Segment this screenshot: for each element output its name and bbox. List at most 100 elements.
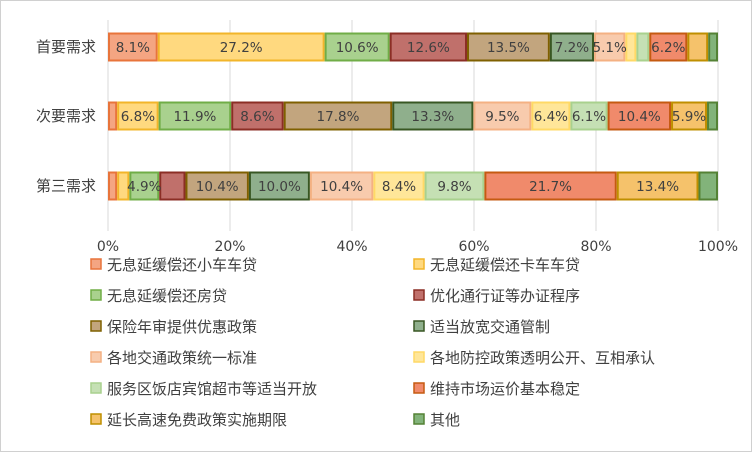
data-label: 8.1% [116,40,150,56]
legend-swatch [413,413,425,425]
x-tick-label: 100% [698,239,738,255]
legend-swatch [413,289,425,301]
legend-label: 适当放宽交通管制 [430,318,550,336]
data-label: 21.7% [529,179,572,195]
legend-label: 延长高速免费政策实施期限 [107,411,287,429]
data-label: 4.9% [127,179,161,195]
bar-segment [158,101,232,131]
bar-segment [185,171,249,201]
data-label: 10.4% [196,179,239,195]
legend-label: 无息延缓偿还房贷 [107,287,227,305]
bar-segment [392,101,474,131]
data-label: 11.9% [173,109,216,125]
legend-swatch [90,258,102,270]
data-label: 10.6% [336,40,379,56]
data-label: 9.5% [485,109,519,125]
bar-segment [159,171,186,201]
bar-segment [570,101,608,131]
legend-label: 各地交通政策统一标准 [107,349,257,367]
bar-segment [108,32,158,62]
bar-segment [616,171,699,201]
bar-segment [531,101,571,131]
bar-segment [594,32,626,62]
data-label: 13.4% [636,179,679,195]
x-tick-label: 0% [97,239,119,255]
data-label: 17.8% [317,109,360,125]
bar-segment [549,32,595,62]
bar-segment [671,101,708,131]
bar-segment [687,32,709,62]
bar-segment [467,32,550,62]
legend-swatch [413,382,425,394]
x-tick-label: 40% [336,239,367,255]
bar-segment [117,171,130,201]
legend-swatch [90,289,102,301]
x-tick-label: 60% [458,239,489,255]
legend-label: 无息延缓偿还小车车贷 [107,256,257,274]
data-label: 6.1% [572,109,606,125]
bar-segment [108,171,118,201]
data-label: 8.6% [240,109,274,125]
bar-segment [129,171,160,201]
bar-segment [484,171,617,201]
bar-segment [424,171,485,201]
legend-swatch [413,320,425,332]
bar-segment [625,32,637,62]
bar-segment [309,171,374,201]
legend-swatch [90,351,102,363]
legend-label: 维持市场运价基本稳定 [430,380,580,398]
legend-label: 无息延缓偿还卡车车贷 [430,256,580,274]
bar-segment [636,32,650,62]
data-label: 13.3% [411,109,454,125]
bar-segment [649,32,688,62]
legend-label: 各地防控政策透明公开、互相承认 [430,349,655,367]
data-label: 27.2% [220,40,263,56]
data-label: 10.0% [258,179,301,195]
bars [108,32,719,201]
bar-segment [324,32,390,62]
legend-swatch [413,258,425,270]
data-label: 6.4% [534,109,568,125]
legend-swatch [413,351,425,363]
bar-segment [373,171,425,201]
data-label: 6.2% [651,40,685,56]
data-label: 9.8% [437,179,471,195]
data-label: 10.4% [618,109,661,125]
x-tick-label: 20% [214,239,245,255]
data-label: 10.4% [320,179,363,195]
legend-swatch [90,382,102,394]
bar-segment [117,101,159,131]
legend-swatch [90,413,102,425]
legend-label: 服务区饭店宾馆超市等适当开放 [107,380,317,398]
bar-segment [698,171,718,201]
bar-segment [708,32,719,62]
bar-segment [707,101,719,131]
bar-segment [157,32,325,62]
data-label: 6.8% [121,109,155,125]
data-label: 5.1% [593,40,627,56]
legend-label: 其他 [430,411,460,429]
data-label: 12.6% [407,40,450,56]
data-label: 5.9% [672,109,706,125]
x-tick-label: 80% [580,239,611,255]
bar-segment [473,101,532,131]
bar-segment [389,32,468,62]
category-label: 第三需求 [36,177,96,195]
category-label: 次要需求 [36,107,96,125]
bar-segment [248,171,310,201]
bar-segment [283,101,393,131]
data-label: 8.4% [382,179,416,195]
legend-swatch [90,320,102,332]
data-labels: 8.1% 27.2% 10.6% 12.6% 13.5% 7.2% 5.1% 6.2% 6.8%… [116,40,707,195]
bar-segment [108,101,118,131]
bar-segment [231,101,284,131]
data-label: 13.5% [487,40,530,56]
category-label: 首要需求 [36,38,96,56]
data-label: 7.2% [555,40,589,56]
bar-segment [607,101,672,131]
legend-label: 保险年审提供优惠政策 [107,318,257,336]
